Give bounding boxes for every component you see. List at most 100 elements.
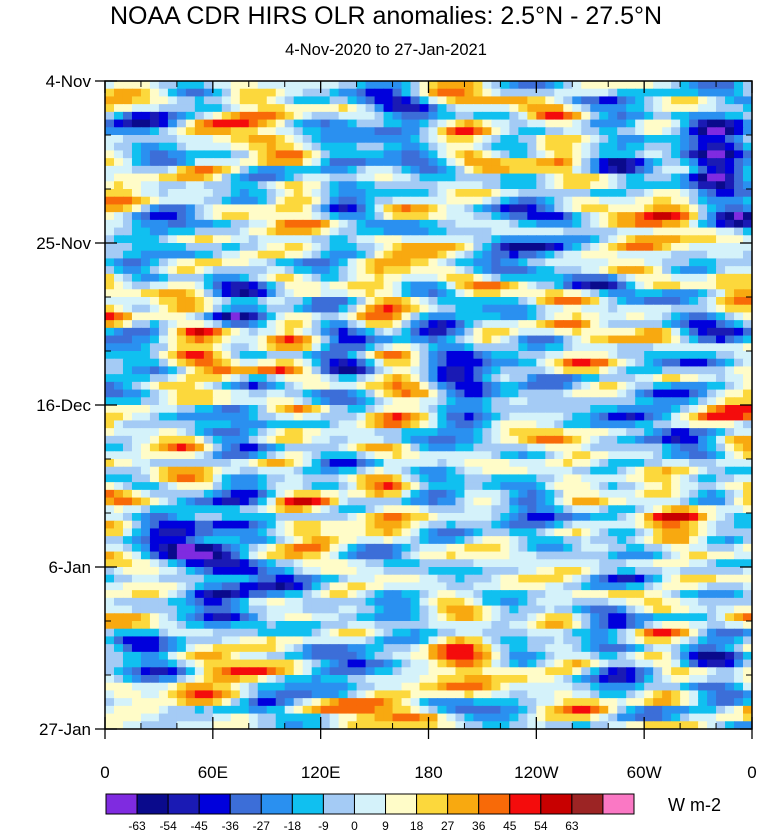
field-cell xyxy=(563,443,573,452)
field-cell xyxy=(671,343,681,352)
field-cell xyxy=(284,273,295,283)
field-cell xyxy=(356,320,367,329)
field-cell xyxy=(167,343,178,352)
field-cell xyxy=(239,165,250,175)
field-cell xyxy=(518,327,528,337)
field-cell xyxy=(644,351,654,360)
field-cell xyxy=(239,104,250,113)
field-cell xyxy=(617,528,627,537)
field-cell xyxy=(545,520,555,530)
field-cell xyxy=(572,443,582,452)
field-cell xyxy=(581,466,591,476)
field-cell xyxy=(383,281,394,290)
field-cell xyxy=(329,351,340,360)
field-cell xyxy=(635,165,645,175)
field-cell xyxy=(554,605,564,614)
field-cell xyxy=(410,513,421,522)
field-cell xyxy=(302,351,313,360)
field-cell xyxy=(140,613,151,622)
field-cell xyxy=(419,567,430,576)
field-cell xyxy=(572,605,582,614)
field-cell xyxy=(671,520,681,530)
field-cell xyxy=(105,165,115,175)
field-cell xyxy=(158,451,169,460)
field-cell xyxy=(680,204,690,213)
field-cell xyxy=(671,428,681,437)
field-cell xyxy=(590,96,600,105)
field-cell xyxy=(446,243,457,252)
field-cell xyxy=(464,142,475,152)
field-cell xyxy=(311,536,322,545)
field-cell xyxy=(599,150,609,159)
field-cell xyxy=(617,489,627,499)
field-cell xyxy=(356,297,367,306)
field-cell xyxy=(536,489,546,499)
field-cell xyxy=(338,158,349,167)
field-cell xyxy=(140,451,151,460)
field-cell xyxy=(257,543,268,553)
field-cell xyxy=(446,343,457,352)
field-cell xyxy=(707,351,717,360)
field-cell xyxy=(428,335,439,344)
field-cell xyxy=(590,243,600,252)
field-cell xyxy=(230,567,241,576)
field-cell xyxy=(563,135,573,144)
field-cell xyxy=(563,574,573,584)
field-cell xyxy=(284,520,295,530)
field-cell xyxy=(500,135,510,144)
field-cell xyxy=(158,281,169,290)
field-cell xyxy=(338,435,349,445)
field-cell xyxy=(167,312,178,321)
field-cell xyxy=(707,551,717,560)
field-cell xyxy=(644,258,654,267)
field-cell xyxy=(698,111,708,121)
field-cell xyxy=(311,374,322,383)
field-cell xyxy=(572,173,582,182)
field-cell xyxy=(365,351,376,360)
field-cell xyxy=(401,482,412,491)
field-cell xyxy=(491,420,501,429)
field-cell xyxy=(140,158,151,167)
field-cell xyxy=(257,266,268,275)
field-cell xyxy=(266,127,277,136)
field-cell xyxy=(491,582,501,591)
field-cell xyxy=(131,189,142,198)
field-cell xyxy=(311,513,322,522)
field-cell xyxy=(365,497,376,506)
field-cell xyxy=(113,212,124,221)
field-cell xyxy=(626,559,636,568)
field-cell xyxy=(653,204,663,213)
field-cell xyxy=(437,127,448,136)
field-cell xyxy=(716,127,726,136)
field-cell xyxy=(105,389,115,398)
field-cell xyxy=(419,412,430,422)
field-cell xyxy=(374,397,385,406)
field-cell xyxy=(131,304,142,314)
field-cell xyxy=(491,389,501,398)
field-cell xyxy=(635,304,645,314)
field-cell xyxy=(698,142,708,152)
field-cell xyxy=(158,505,169,514)
field-cell xyxy=(545,389,555,398)
field-cell xyxy=(662,212,672,221)
field-cell xyxy=(527,582,537,591)
field-cell xyxy=(545,405,555,414)
field-cell xyxy=(105,412,115,422)
field-cell xyxy=(716,181,726,190)
field-cell xyxy=(644,227,654,236)
field-cell xyxy=(653,412,663,422)
field-cell xyxy=(446,420,457,429)
field-cell xyxy=(518,250,528,260)
field-cell xyxy=(266,281,277,290)
field-cell xyxy=(554,505,564,514)
field-cell xyxy=(356,104,367,113)
field-cell xyxy=(293,559,304,568)
field-cell xyxy=(635,443,645,452)
field-cell xyxy=(113,150,124,159)
field-cell xyxy=(167,412,178,422)
field-cell xyxy=(374,281,385,290)
field-cell xyxy=(140,574,151,584)
field-cell xyxy=(725,181,735,190)
field-cell xyxy=(365,520,376,530)
field-cell xyxy=(608,374,618,383)
